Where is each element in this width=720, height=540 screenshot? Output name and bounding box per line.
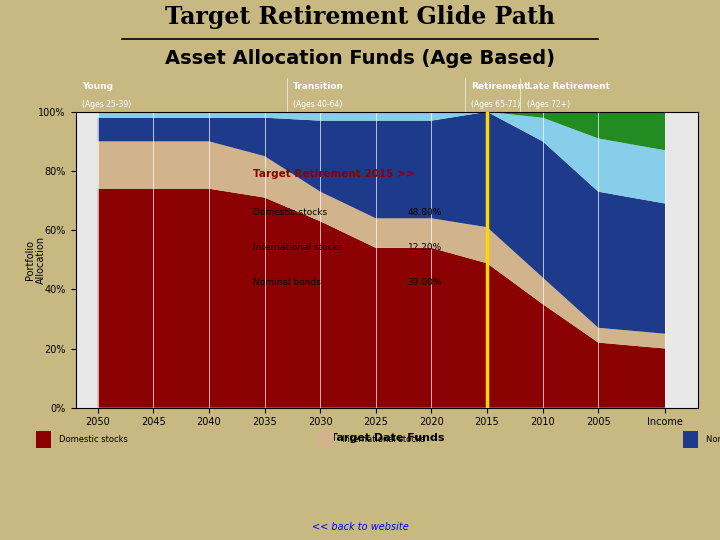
FancyBboxPatch shape [319, 431, 333, 448]
Text: Target Retirement 2015 >>: Target Retirement 2015 >> [253, 170, 415, 179]
Text: 12.20%: 12.20% [408, 242, 442, 252]
X-axis label: Target Date Funds: Target Date Funds [330, 433, 444, 443]
Text: (Ages 40-64): (Ages 40-64) [293, 100, 343, 109]
FancyBboxPatch shape [683, 431, 698, 448]
Y-axis label: Portfolio
Allocation: Portfolio Allocation [24, 235, 46, 284]
Text: Transition: Transition [293, 82, 344, 91]
Text: International stocks: International stocks [342, 435, 426, 444]
Text: Target Retirement Glide Path: Target Retirement Glide Path [165, 5, 555, 29]
Text: << back to website: << back to website [312, 522, 408, 532]
Text: 48.80%: 48.80% [408, 207, 442, 217]
Text: International stocks: International stocks [253, 242, 343, 252]
Text: Retirement: Retirement [471, 82, 528, 91]
Text: Nominal bonds: Nominal bonds [253, 278, 320, 287]
FancyBboxPatch shape [36, 431, 50, 448]
Text: (Ages 72+): (Ages 72+) [527, 100, 570, 109]
Text: Domestic stocks: Domestic stocks [59, 435, 128, 444]
Text: Nominal bonds: Nominal bonds [706, 435, 720, 444]
Text: Asset Allocation Funds (Age Based): Asset Allocation Funds (Age Based) [165, 49, 555, 68]
Text: (Ages 65-71): (Ages 65-71) [471, 100, 521, 109]
Text: Domestic stocks: Domestic stocks [253, 207, 327, 217]
Text: Young: Young [82, 82, 113, 91]
Text: 39.00%: 39.00% [408, 278, 442, 287]
Text: (Ages 25-39): (Ages 25-39) [82, 100, 131, 109]
Text: Late Retirement: Late Retirement [527, 82, 610, 91]
